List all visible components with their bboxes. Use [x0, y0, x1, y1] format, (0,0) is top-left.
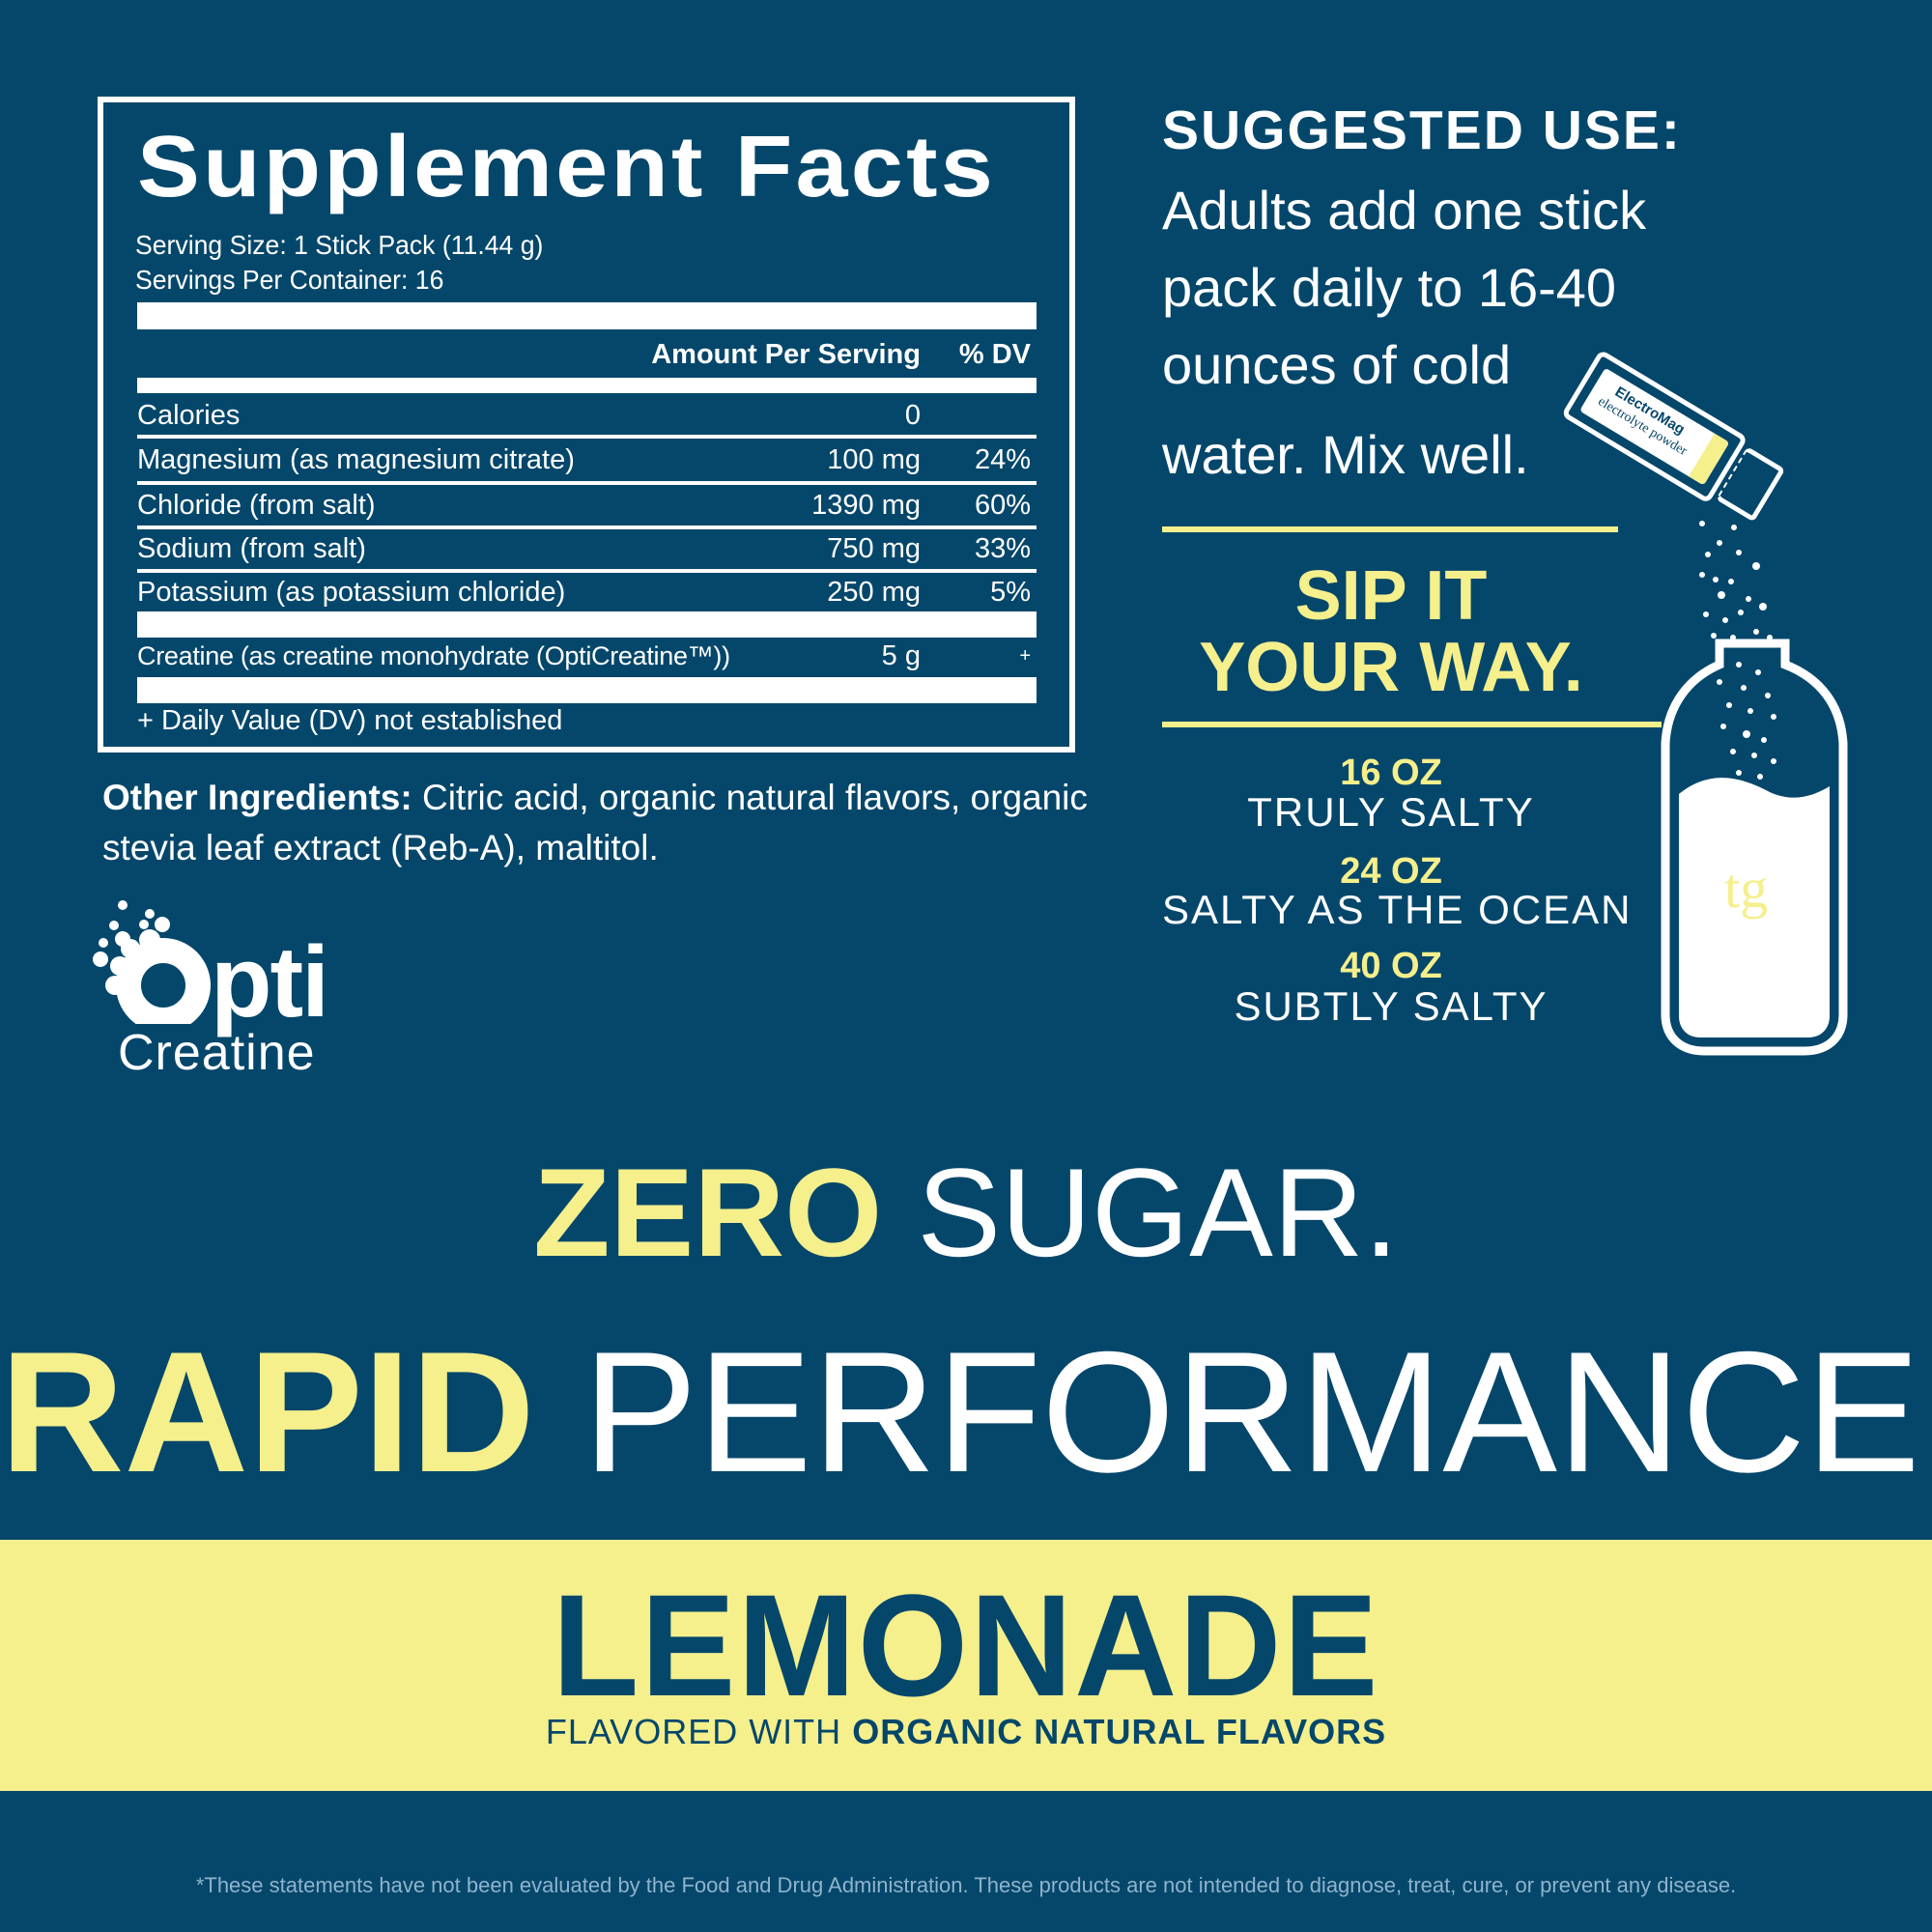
thick-divider [137, 677, 1037, 703]
nutrient-dv: 60% [974, 490, 1031, 521]
dv-footnote: + Daily Value (DV) not established [137, 705, 563, 736]
tagline-highlight: RAPID [0, 1316, 535, 1508]
oz-size: 40 OZ [1340, 946, 1442, 986]
flavor-name: LEMONADE [552, 1564, 1380, 1726]
supplement-facts-title: Supplement Facts [137, 119, 997, 215]
row-divider [137, 435, 1037, 439]
yellow-divider-top [1162, 526, 1618, 532]
nutrient-name: Potassium (as potassium chloride) [137, 577, 566, 608]
water-bottle-icon [1661, 639, 1848, 1056]
suggested-use-line: water. Mix well. [1162, 424, 1529, 485]
other-ingredients: Other Ingredients: Citric acid, organic … [102, 773, 1088, 873]
row-divider [137, 481, 1037, 485]
medium-divider [137, 378, 1037, 393]
flavor-band [0, 1540, 1932, 1791]
nutrient-amount: 250 mg [827, 577, 921, 608]
opti-logo-sub: Creatine [118, 1025, 316, 1081]
suggested-use-line: Adults add one stick [1162, 180, 1647, 241]
nutrient-amount: 5 g [881, 640, 921, 671]
sip-it-line1: SIP IT [1294, 557, 1488, 635]
thick-divider [137, 302, 1037, 329]
nutrient-amount: 750 mg [827, 533, 921, 564]
oz-label: SUBTLY SALTY [1234, 983, 1548, 1029]
stick-pack-illustration: ElectroMag electrolyte powder [1560, 349, 1791, 529]
flavor-subtitle: FLAVORED WITH ORGANIC NATURAL FLAVORS [0, 1713, 1932, 1751]
opti-bubbles-icon [93, 900, 211, 1024]
nutrient-name: Chloride (from salt) [137, 490, 376, 521]
suggested-use-title: SUGGESTED USE: [1162, 99, 1682, 161]
suggested-use-line: pack daily to 16-40 [1162, 257, 1617, 318]
tagline-rest: PERFORMANCE. [534, 1316, 1932, 1508]
dv-header: % DV [958, 339, 1031, 370]
nutrient-name: Calories [137, 400, 241, 431]
sip-it-line2: YOUR WAY. [1199, 629, 1583, 706]
supplement-facts-panel [98, 97, 1075, 753]
tagline-zero-sugar: ZERO SUGAR. [0, 1150, 1932, 1275]
other-ingredients-label: Other Ingredients: [102, 778, 412, 817]
nutrient-dv: + [1019, 645, 1031, 667]
nutrient-amount: 100 mg [827, 444, 921, 475]
row-divider [137, 569, 1037, 573]
oz-label: SALTY AS THE OCEAN [1162, 887, 1633, 932]
thick-divider [137, 611, 1037, 638]
nutrient-amount: 0 [904, 400, 921, 431]
amount-per-serving-header: Amount Per Serving [651, 339, 921, 370]
serving-size: Serving Size: 1 Stick Pack (11.44 g) [135, 230, 544, 260]
nutrient-amount: 1390 mg [811, 490, 921, 521]
nutrient-dv: 5% [990, 577, 1031, 608]
nutrient-name: Sodium (from salt) [137, 533, 366, 564]
servings-per-container: Servings Per Container: 16 [135, 265, 444, 295]
row-divider [137, 526, 1037, 529]
oz-size: 16 OZ [1340, 753, 1442, 793]
nutrient-name: Magnesium (as magnesium citrate) [137, 444, 575, 475]
powder-particles-icon [1699, 521, 1776, 780]
fda-disclaimer: *These statements have not been evaluate… [195, 1873, 1737, 1897]
oz-label: TRULY SALTY [1247, 789, 1535, 835]
opti-logo-word: Optipti [211, 926, 329, 1038]
other-ingredients-text: Citric acid, organic natural flavors, or… [102, 778, 1088, 867]
flavor-subtitle-bold: ORGANIC NATURAL FLAVORS [852, 1712, 1387, 1751]
flavor-subtitle-prefix: FLAVORED WITH [545, 1712, 853, 1751]
nutrient-dv: 33% [974, 533, 1031, 564]
nutrient-dv: 24% [974, 444, 1031, 475]
oz-size: 24 OZ [1340, 851, 1442, 892]
nutrient-name: Creatine (as creatine monohydrate (OptiC… [137, 641, 730, 670]
tagline-rapid-performance: RAPID PERFORMANCE. [0, 1325, 1932, 1499]
tagline-highlight: ZERO [533, 1142, 883, 1283]
tagline-rest: SUGAR. [882, 1142, 1399, 1283]
suggested-use-line: ounces of cold [1162, 334, 1512, 395]
bottle-logo: tg [1724, 857, 1769, 920]
yellow-divider-bottom [1162, 722, 1662, 727]
